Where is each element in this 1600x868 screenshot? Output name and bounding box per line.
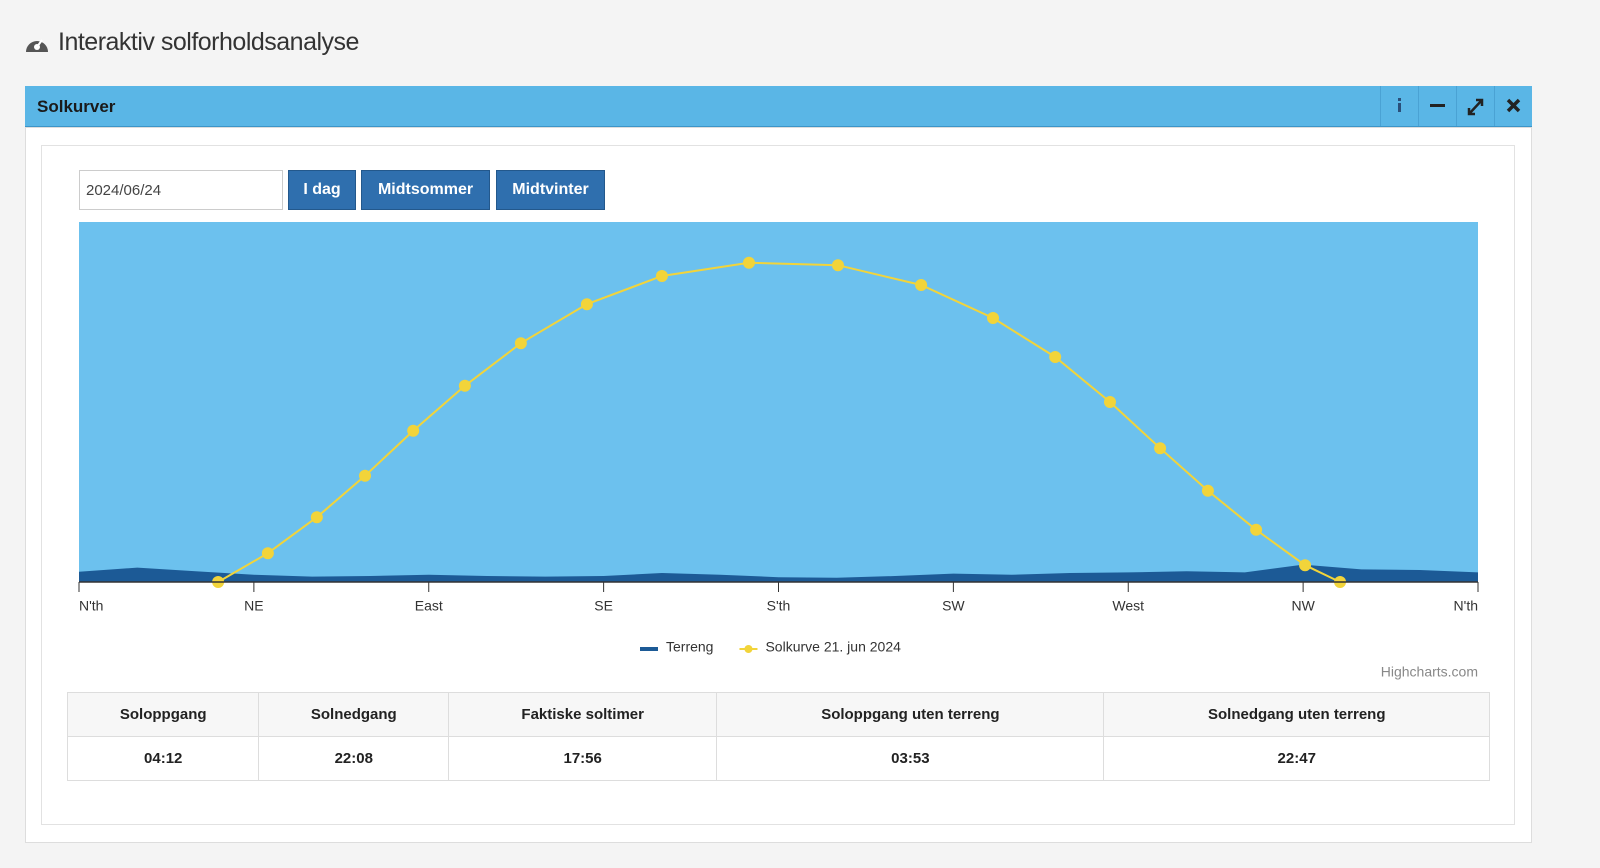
minimize-button[interactable]	[1418, 86, 1456, 126]
sun-point	[915, 279, 928, 291]
sun-point	[1201, 484, 1214, 497]
legend-symbol	[744, 645, 753, 653]
close-button[interactable]	[1494, 86, 1532, 126]
midsummer-button[interactable]: Midtsommer	[361, 170, 490, 210]
page-title: Interaktiv solforholdsanalyse	[58, 28, 359, 56]
midwinter-button[interactable]: Midtvinter	[496, 170, 605, 210]
sun-point	[580, 298, 593, 311]
legend-label: Terreng	[666, 639, 713, 655]
sun-point	[1299, 559, 1312, 572]
sun-point	[458, 379, 471, 392]
sun-line	[217, 261, 1341, 583]
x-tick-label: N'th	[1454, 598, 1478, 614]
sun-point	[1154, 442, 1167, 455]
table-header: Solnedgang uten terreng	[1103, 692, 1490, 737]
table-cell: 03:53	[716, 736, 1105, 781]
legend-symbol	[640, 647, 658, 651]
table-cell: 22:08	[258, 736, 450, 781]
sun-point	[359, 469, 372, 482]
table-header: Solnedgang	[258, 692, 450, 737]
terrain-area	[79, 564, 1478, 582]
x-tick-label: SE	[594, 598, 613, 614]
date-input[interactable]	[79, 170, 283, 210]
x-tick-label: S'th	[767, 598, 791, 614]
expand-button[interactable]	[1456, 86, 1494, 126]
x-tick-label: NE	[244, 598, 263, 614]
panel-title: Solkurver	[37, 97, 116, 116]
table-cell: 22:47	[1103, 736, 1490, 781]
panel-header: Solkurver	[25, 86, 1532, 127]
credit: Highcharts.com	[1381, 664, 1478, 680]
sun-table: Soloppgang Solnedgang Faktiske soltimer …	[66, 692, 1490, 781]
dashboard-icon	[26, 39, 48, 52]
chart: N'th NE East SE S'th SW West NW N'th Terreng Solku…	[78, 222, 1479, 680]
sun-point	[407, 424, 420, 437]
sun-point	[310, 511, 323, 524]
sun-point	[1049, 351, 1062, 363]
sun-point	[1103, 396, 1116, 408]
today-button[interactable]: I dag	[288, 170, 356, 210]
info-button[interactable]	[1380, 86, 1418, 126]
sun-point	[1250, 523, 1263, 536]
table-cell: 17:56	[448, 736, 718, 781]
sun-point	[742, 256, 755, 269]
table-header: Soloppgang	[66, 692, 260, 737]
x-tick-label: NW	[1291, 598, 1315, 614]
sun-point	[655, 270, 668, 282]
x-tick-label: N'th	[79, 598, 103, 614]
plot-area	[79, 222, 1478, 582]
x-tick-label: West	[1112, 598, 1144, 614]
table-header: Faktiske soltimer	[448, 692, 718, 737]
x-tick-label: East	[415, 598, 443, 614]
sun-point	[261, 547, 274, 560]
legend-label: Solkurve 21. jun 2024	[765, 639, 901, 655]
sun-point	[987, 312, 1000, 324]
x-tick-label: SW	[942, 598, 965, 614]
table-header: Soloppgang uten terreng	[716, 692, 1105, 737]
sun-point	[831, 259, 844, 272]
sun-point	[514, 337, 527, 350]
table-cell: 04:12	[66, 736, 260, 781]
